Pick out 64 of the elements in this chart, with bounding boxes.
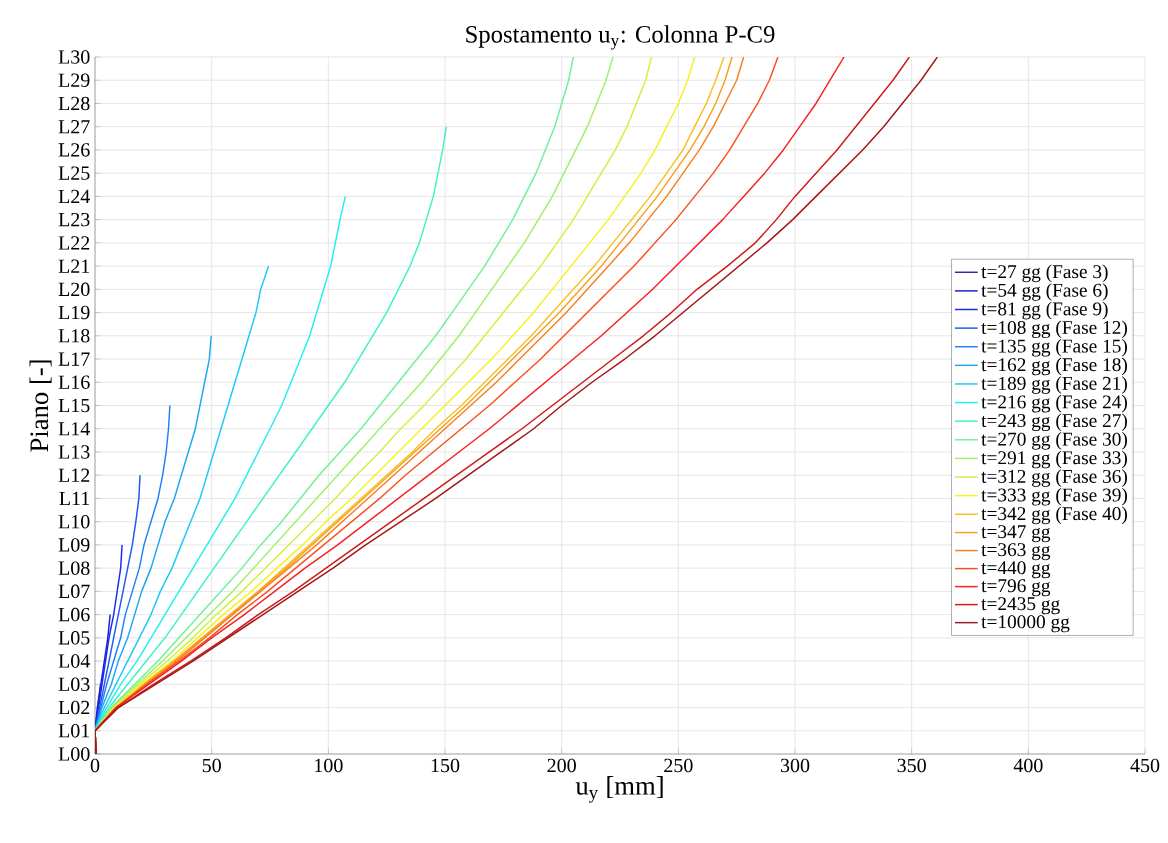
y-tick-label: L09 [58, 538, 90, 552]
y-tick-label: L24 [58, 189, 90, 204]
x-tick-label: 0 [90, 758, 100, 773]
y-tick-label: L28 [58, 96, 90, 111]
y-tick-label: L16 [58, 375, 90, 389]
y-tick-label: L27 [58, 120, 90, 134]
x-tick-label: 250 [664, 758, 693, 773]
y-tick-label: L15 [58, 398, 90, 413]
x-tick-label: 150 [431, 758, 460, 773]
legend-label: t=27 gg (Fase 3) [981, 264, 1108, 283]
y-tick-label: L08 [58, 561, 90, 575]
legend-label: t=363 gg [981, 543, 1051, 561]
legend-label: t=54 gg (Fase 6) [981, 283, 1108, 301]
y-tick-label: L13 [58, 445, 90, 459]
y-tick-label: L06 [58, 607, 90, 622]
y-tick-label: L30 [58, 50, 90, 64]
y-tick-label: L07 [58, 584, 90, 599]
legend-label: t=270 gg (Fase 30) [981, 432, 1127, 450]
x-tick-label: 200 [547, 758, 576, 773]
legend-label: t=2435 gg [981, 597, 1060, 615]
legend-label: t=10000 gg [981, 615, 1070, 633]
y-tick-label: L10 [58, 514, 90, 529]
y-tick-label: L19 [58, 305, 90, 320]
x-tick-label: 300 [780, 758, 810, 773]
x-tick-label: 450 [1130, 758, 1160, 773]
y-tick-label: L04 [58, 654, 90, 668]
legend-label: t=162 gg (Fase 18) [981, 357, 1127, 376]
legend-label: t=796 gg [981, 579, 1051, 597]
x-tick-label: 350 [897, 758, 926, 773]
y-tick-label: L11 [59, 491, 90, 506]
legend-label: t=347 gg [981, 525, 1051, 543]
x-tick-label: 50 [202, 758, 221, 773]
y-tick-label: L03 [58, 677, 90, 692]
y-tick-label: L18 [58, 329, 90, 343]
x-tick-label: 100 [315, 758, 343, 773]
x-axis-title: u$_{y}$ [mm] [575, 776, 663, 803]
x-tick-label: 400 [1013, 758, 1043, 773]
y-tick-label: L02 [58, 700, 90, 715]
y-tick-label: L21 [58, 259, 90, 273]
y-tick-label: L29 [58, 73, 90, 87]
y-tick-label: L26 [58, 143, 90, 157]
y-axis-title: Piano [-] [29, 360, 52, 452]
legend-label: t=216 gg (Fase 24) [981, 394, 1127, 413]
y-tick-label: L05 [58, 631, 90, 645]
y-tick-label: L17 [58, 352, 90, 366]
legend-label: t=243 gg (Fase 27) [981, 413, 1127, 432]
y-tick-label: L22 [58, 236, 90, 250]
y-tick-label: L25 [58, 166, 90, 180]
legend-label: t=81 gg (Fase 9) [981, 301, 1108, 320]
y-tick-label: L20 [58, 282, 90, 297]
legend-label: t=440 gg [981, 561, 1051, 579]
y-tick-label: L12 [58, 468, 90, 482]
legend-label: t=108 gg (Fase 12) [981, 320, 1127, 338]
y-tick-label: L01 [58, 724, 90, 738]
legend-label: t=312 gg (Fase 36) [981, 469, 1127, 487]
chart-title: Spostamento u$_{y}$: Colonna P-C9 [466, 25, 775, 50]
y-tick-label: L14 [58, 422, 90, 436]
y-tick-label: L23 [58, 212, 90, 227]
legend-label: t=135 gg (Fase 15) [981, 339, 1127, 357]
legend-label: t=342 gg (Fase 40) [981, 506, 1127, 525]
legend-label: t=189 gg (Fase 21) [981, 376, 1127, 394]
legend-label: t=333 gg (Fase 39) [981, 487, 1127, 506]
y-tick-label: L00 [58, 747, 90, 761]
legend-label: t=291 gg (Fase 33) [981, 450, 1127, 469]
